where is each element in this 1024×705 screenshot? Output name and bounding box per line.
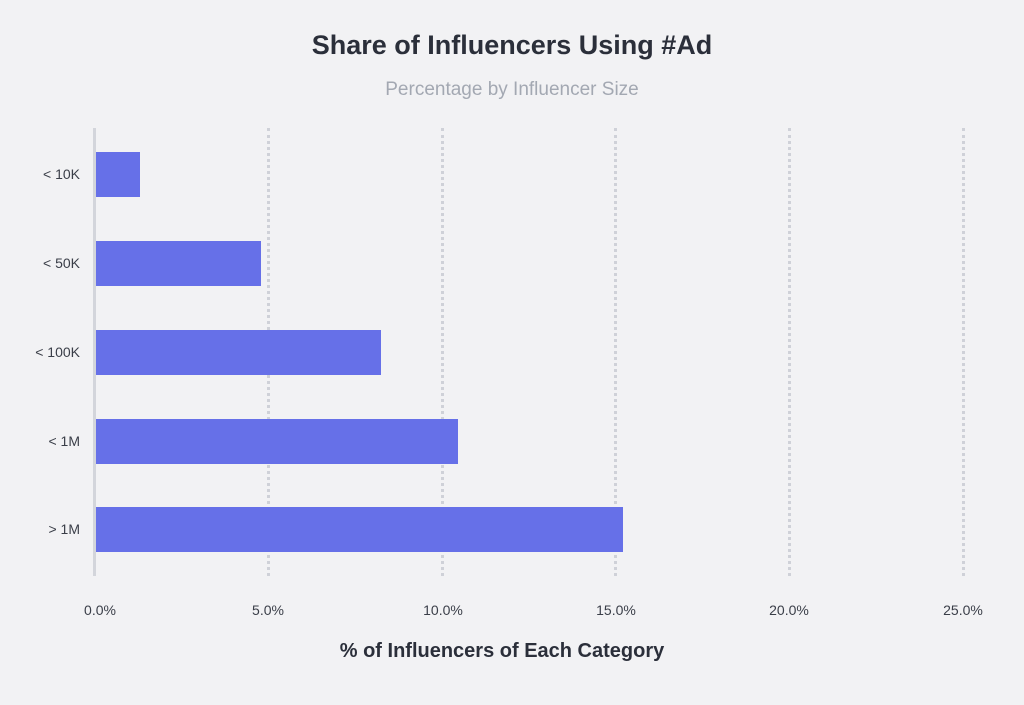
x-axis-title: % of Influencers of Each Category bbox=[339, 640, 665, 662]
chart-subtitle: Percentage by Influencer Size bbox=[385, 79, 639, 100]
bar bbox=[96, 241, 261, 286]
y-tick-label: < 10K bbox=[43, 166, 80, 182]
gridline bbox=[962, 128, 965, 576]
x-tick-label: 15.0% bbox=[596, 602, 636, 618]
gridline bbox=[441, 128, 444, 576]
y-tick-label: < 50K bbox=[43, 255, 80, 271]
y-axis-line bbox=[93, 128, 96, 576]
y-tick-label: < 100K bbox=[35, 344, 80, 360]
bar bbox=[96, 152, 140, 197]
bar bbox=[96, 419, 458, 464]
x-tick-label: 20.0% bbox=[769, 602, 809, 618]
x-tick-label: 5.0% bbox=[252, 602, 284, 618]
x-tick-label: 25.0% bbox=[943, 602, 983, 618]
x-tick-label: 0.0% bbox=[84, 602, 116, 618]
gridline bbox=[788, 128, 791, 576]
y-tick-label: > 1M bbox=[48, 521, 80, 537]
chart-title: Share of Influencers Using #Ad bbox=[311, 30, 713, 60]
x-tick-label: 10.0% bbox=[423, 602, 463, 618]
y-tick-label: < 1M bbox=[48, 433, 80, 449]
gridline bbox=[614, 128, 617, 576]
bar bbox=[96, 330, 381, 375]
bar bbox=[96, 507, 623, 552]
